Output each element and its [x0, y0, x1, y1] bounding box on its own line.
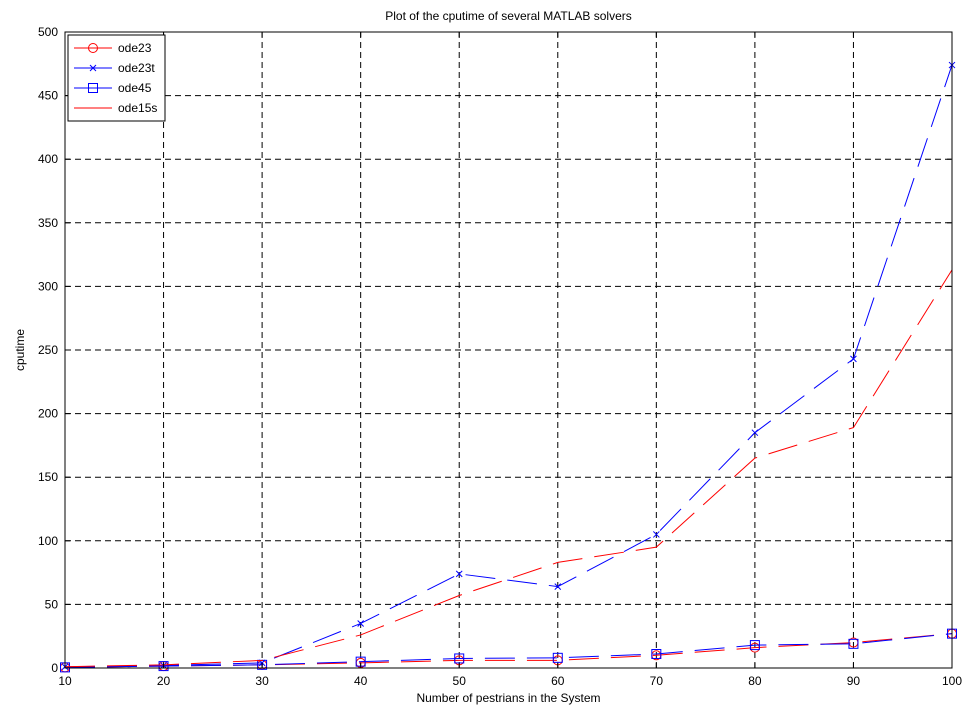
data-point-ode23t [455, 570, 463, 578]
data-point-ode23t [357, 620, 365, 627]
y-axis-label: cputime [13, 329, 27, 371]
x-tick-label: 40 [354, 674, 368, 688]
data-point-ode45 [552, 652, 563, 663]
y-tick-label: 50 [45, 597, 59, 611]
legend-marker [88, 43, 98, 53]
legend: ode23 ode23t ode45 ode15s [67, 34, 166, 122]
x-tick-label: 90 [847, 674, 861, 688]
y-tick-label: 500 [38, 25, 58, 39]
legend-box [67, 34, 166, 122]
y-tick-label: 0 [51, 661, 58, 675]
x-tick-label: 80 [748, 674, 762, 688]
data-point-ode45 [749, 640, 760, 651]
ticks: 10 20 30 40 50 60 70 80 90 100 0 50 100 150 200 250 300 3… [38, 25, 962, 688]
y-tick-label: 100 [38, 534, 58, 548]
data-point-ode45 [848, 638, 859, 649]
y-tick-label: 350 [38, 216, 58, 230]
data-point-ode23t [751, 429, 759, 437]
y-tick-label: 400 [38, 152, 58, 166]
series-line-ode23 [64, 633, 953, 668]
legend-label: ode23 [118, 41, 152, 55]
series-line-ode15s [64, 269, 953, 668]
x-axis-label: Number of pestrians in the System [416, 691, 600, 705]
y-tick-label: 150 [38, 470, 58, 484]
x-tick-label: 60 [551, 674, 565, 688]
legend-item: ode15s [74, 101, 157, 115]
x-tick-label: 70 [650, 674, 664, 688]
grid [65, 32, 952, 668]
x-tick-label: 10 [58, 674, 72, 688]
legend-marker [88, 83, 98, 93]
legend-label: ode23t [118, 61, 155, 75]
y-tick-label: 200 [38, 407, 58, 421]
series-line-ode45 [64, 633, 953, 668]
legend-label: ode15s [118, 101, 157, 115]
x-tick-label: 100 [942, 674, 962, 688]
y-tick-label: 450 [38, 89, 58, 103]
series-lines [60, 61, 957, 673]
x-tick-label: 20 [157, 674, 171, 688]
data-point-ode23t [850, 355, 857, 363]
legend-item: ode45 [74, 81, 152, 95]
legend-marker [89, 64, 97, 72]
data-point-ode23t [554, 583, 562, 590]
series-line-ode23t [64, 64, 953, 668]
chart-title: Plot of the cputime of several MATLAB so… [385, 9, 632, 23]
y-tick-label: 300 [38, 279, 58, 293]
x-tick-label: 50 [453, 674, 467, 688]
y-tick-label: 250 [38, 343, 58, 357]
series-ode23t [61, 61, 956, 671]
data-point-ode23t [652, 531, 660, 538]
data-point-ode45 [454, 653, 465, 664]
series-ode15s [64, 269, 953, 668]
legend-label: ode45 [118, 81, 152, 95]
legend-item: ode23 [74, 41, 152, 55]
x-tick-label: 30 [255, 674, 269, 688]
series-ode45 [60, 628, 957, 673]
legend-item: ode23t [74, 61, 155, 75]
data-point-ode45 [158, 661, 169, 672]
data-point-ode45 [651, 649, 662, 660]
